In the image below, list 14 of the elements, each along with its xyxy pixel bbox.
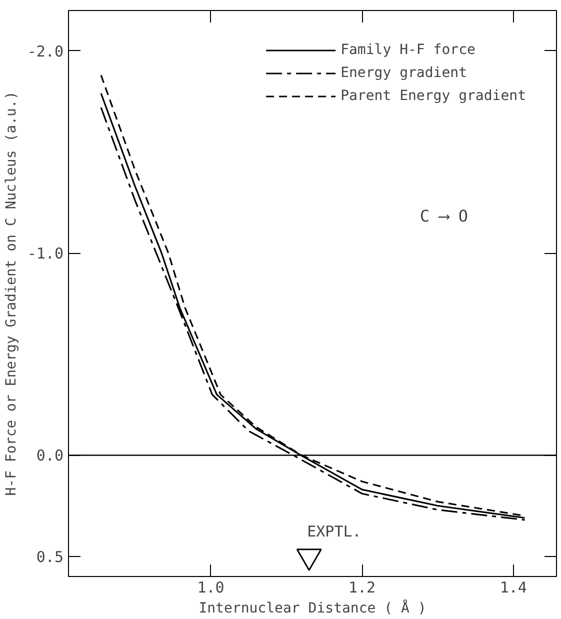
y-tick-label: 0.0 <box>36 446 64 465</box>
legend-label: Parent Energy gradient <box>340 88 526 104</box>
y-tick-label: 0.5 <box>36 548 64 566</box>
x-axis-title: Internuclear Distance ( Å ) <box>198 600 426 616</box>
annotation: C ⟶ O <box>420 206 468 226</box>
x-tick-label: 1.0 <box>197 578 224 596</box>
legend-label: Family H-F force <box>340 42 476 58</box>
x-tick-label: 1.4 <box>500 578 527 596</box>
x-tick-label: 1.2 <box>348 578 376 596</box>
y-axis-title: H-F Force or Energy Gradient on C Nucleus (a.u.) <box>3 91 20 496</box>
y-tick-label: -1.0 <box>27 244 64 263</box>
series-label: EXPTL. <box>307 522 362 540</box>
y-tick-label: -2.0 <box>27 42 64 60</box>
legend-label: Energy gradient <box>340 65 467 81</box>
